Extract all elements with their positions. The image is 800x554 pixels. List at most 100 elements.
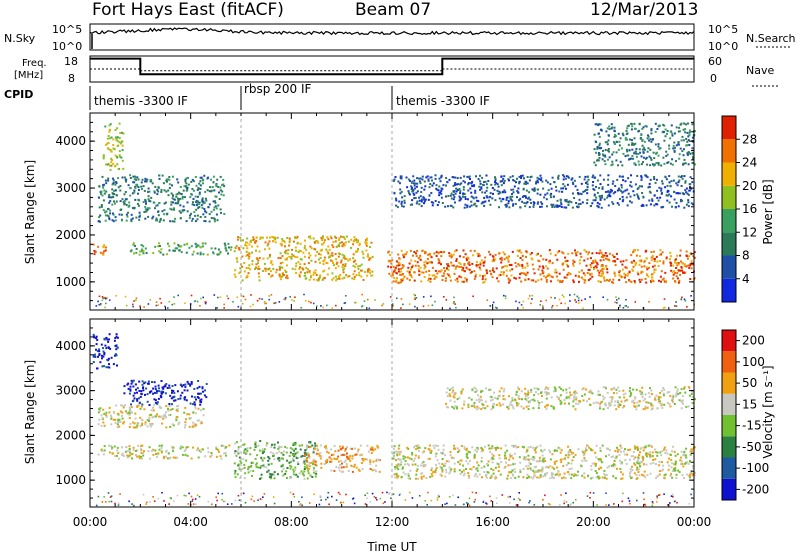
echo-cell — [356, 241, 358, 244]
echo-cell — [195, 184, 198, 187]
echo-cell — [393, 451, 396, 454]
echo-cell — [653, 258, 656, 260]
echo-cell — [598, 271, 601, 274]
echo-cell — [245, 244, 248, 247]
echo-cell — [628, 149, 631, 152]
echo-cell — [505, 269, 508, 272]
echo-cell — [245, 267, 248, 269]
echo-cell — [517, 475, 520, 478]
echo-cell — [136, 406, 139, 408]
echo-cell — [313, 271, 315, 274]
echo-cell — [492, 472, 495, 475]
echo-cell — [338, 253, 341, 255]
echo-cell — [625, 281, 628, 284]
echo-cell — [671, 271, 674, 274]
echo-cell — [203, 394, 206, 397]
echo-cell — [227, 297, 230, 300]
echo-cell — [183, 398, 186, 401]
echo-cell — [595, 185, 598, 188]
echo-cell — [92, 361, 95, 363]
echo-cell — [417, 477, 420, 480]
echo-cell — [184, 383, 187, 386]
echo-cell — [248, 255, 251, 258]
echo-cell — [184, 423, 187, 426]
echo-cell — [449, 454, 452, 457]
echo-cell — [105, 182, 108, 185]
echo-cell — [505, 203, 508, 206]
echo-cell — [524, 205, 527, 208]
echo-cell — [133, 392, 136, 395]
echo-cell — [104, 344, 107, 347]
echo-cell — [168, 245, 171, 248]
echo-cell — [196, 200, 199, 203]
echo-cell — [390, 266, 392, 269]
echo-cell — [563, 175, 566, 178]
echo-cell — [165, 411, 167, 414]
echo-cell — [117, 144, 120, 147]
echo-cell — [438, 191, 441, 194]
echo-cell — [130, 405, 133, 408]
echo-cell — [615, 252, 618, 255]
echo-cell — [589, 273, 592, 276]
echo-cell — [495, 448, 497, 451]
echo-cell — [663, 280, 666, 283]
echo-cell — [632, 143, 635, 146]
echo-cell — [688, 266, 691, 269]
echo-cell — [315, 452, 318, 455]
echo-cell — [597, 458, 600, 461]
echo-cell — [645, 281, 648, 284]
echo-cell — [561, 294, 564, 296]
echo-cell — [415, 444, 418, 447]
echo-cell — [483, 445, 486, 448]
echo-cell — [503, 189, 506, 192]
echo-cell — [687, 193, 690, 196]
echo-cell — [258, 275, 261, 278]
echo-cell — [547, 466, 550, 469]
echo-cell — [154, 401, 157, 404]
echo-cell — [323, 463, 326, 465]
echo-cell — [461, 280, 463, 283]
echo-cell — [613, 129, 616, 132]
echo-cell — [610, 164, 613, 167]
echo-cell — [278, 273, 281, 276]
echo-cell — [608, 156, 611, 159]
echo-cell — [497, 463, 500, 466]
echo-cell — [623, 453, 626, 456]
echo-cell — [186, 454, 189, 457]
echo-cell — [693, 251, 696, 254]
echo-cell — [629, 200, 631, 203]
echo-cell — [574, 453, 577, 456]
echo-cell — [459, 183, 462, 186]
echo-cell — [636, 193, 639, 196]
echo-cell — [512, 457, 515, 460]
echo-cell — [655, 152, 657, 155]
echo-cell — [233, 462, 236, 465]
echo-cell — [239, 460, 242, 463]
echo-cell — [658, 186, 661, 189]
echo-cell — [275, 268, 278, 271]
echo-cell — [671, 470, 674, 472]
echo-cell — [154, 388, 157, 391]
echo-cell — [179, 447, 182, 450]
echo-cell — [267, 456, 270, 458]
echo-cell — [504, 444, 507, 447]
echo-cell — [468, 264, 471, 266]
echo-cell — [462, 474, 465, 477]
echo-cell — [400, 249, 403, 252]
echo-cell — [630, 128, 633, 131]
echo-cell — [278, 268, 281, 271]
echo-cell — [217, 253, 220, 256]
echo-cell — [541, 470, 543, 473]
echo-cell — [165, 201, 167, 204]
echo-cell — [588, 251, 590, 254]
echo-cell — [429, 261, 432, 264]
echo-cell — [322, 260, 325, 263]
echo-cell — [595, 252, 598, 254]
echo-cell — [692, 156, 694, 159]
echo-cell — [309, 441, 312, 444]
echo-cell — [469, 271, 472, 274]
echo-cell — [332, 277, 335, 280]
echo-cell — [320, 455, 323, 457]
y-tick-label: 4000 — [55, 134, 86, 148]
echo-cell — [121, 452, 124, 455]
